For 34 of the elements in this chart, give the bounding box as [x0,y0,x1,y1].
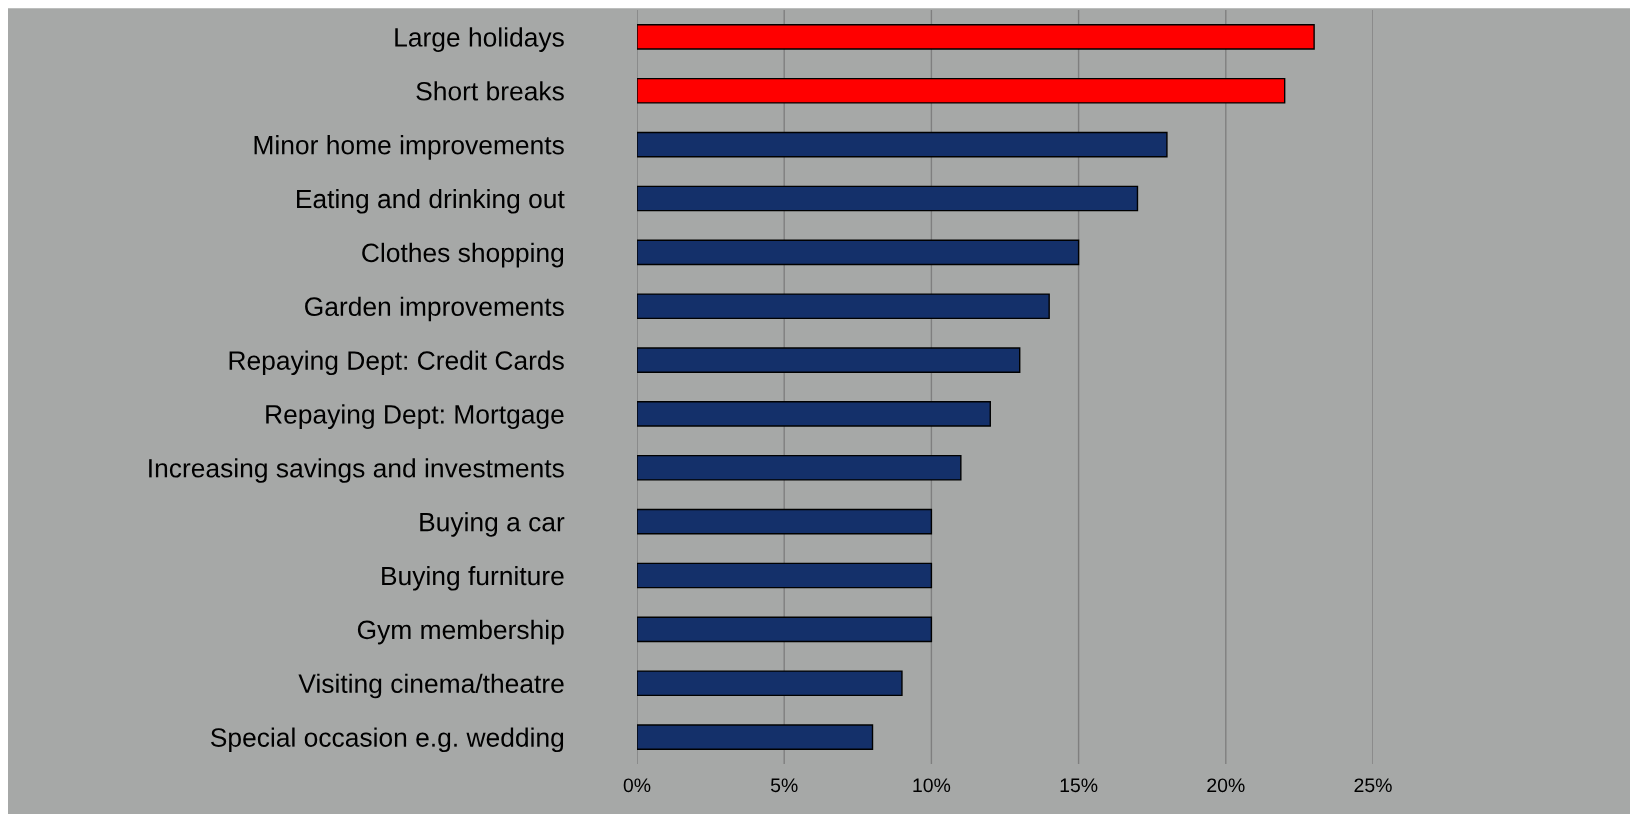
x-tick-label: 25% [1354,778,1392,793]
x-tick-label: 20% [1207,778,1245,793]
bar [637,347,1021,373]
x-tick-label: 5% [770,778,798,793]
x-tick-label: 0% [623,778,651,793]
bar [637,185,1139,212]
y-tick-label: Buying furniture [382,565,564,591]
y-tick-label: Minor home improvements [254,135,564,160]
bar [637,508,933,535]
y-tick-label: Repaying Dept: Credit Cards [229,350,564,376]
bar [637,24,1315,50]
bar [637,454,962,481]
bar [637,239,1080,266]
bar [637,131,1168,158]
y-tick-label: Special occasion e.g. wedding [210,727,564,753]
bar [637,77,1286,104]
y-tick-label: Short breaks [416,81,564,101]
bar [637,562,933,589]
y-tick-label: Garden improvements [305,296,564,322]
y-tick-label: Increasing savings and investments [149,458,564,483]
bar [637,401,991,427]
y-tick-label: Large holidays [395,27,564,52]
x-tick-label: 10% [913,778,951,793]
bar [637,670,903,697]
bar [637,724,874,750]
y-tick-label: Visiting cinema/theatre [298,673,564,699]
bar [637,616,933,643]
bar [637,293,1050,320]
y-tick-label: Gym membership [357,619,564,645]
y-tick-label: Eating and drinking out [297,188,565,214]
y-tick-label: Clothes shopping [362,242,564,268]
x-tick-label: 15% [1060,778,1098,793]
y-tick-label: Repaying Dept: Mortgage [266,404,564,429]
y-tick-label: Buying a car [420,512,565,537]
